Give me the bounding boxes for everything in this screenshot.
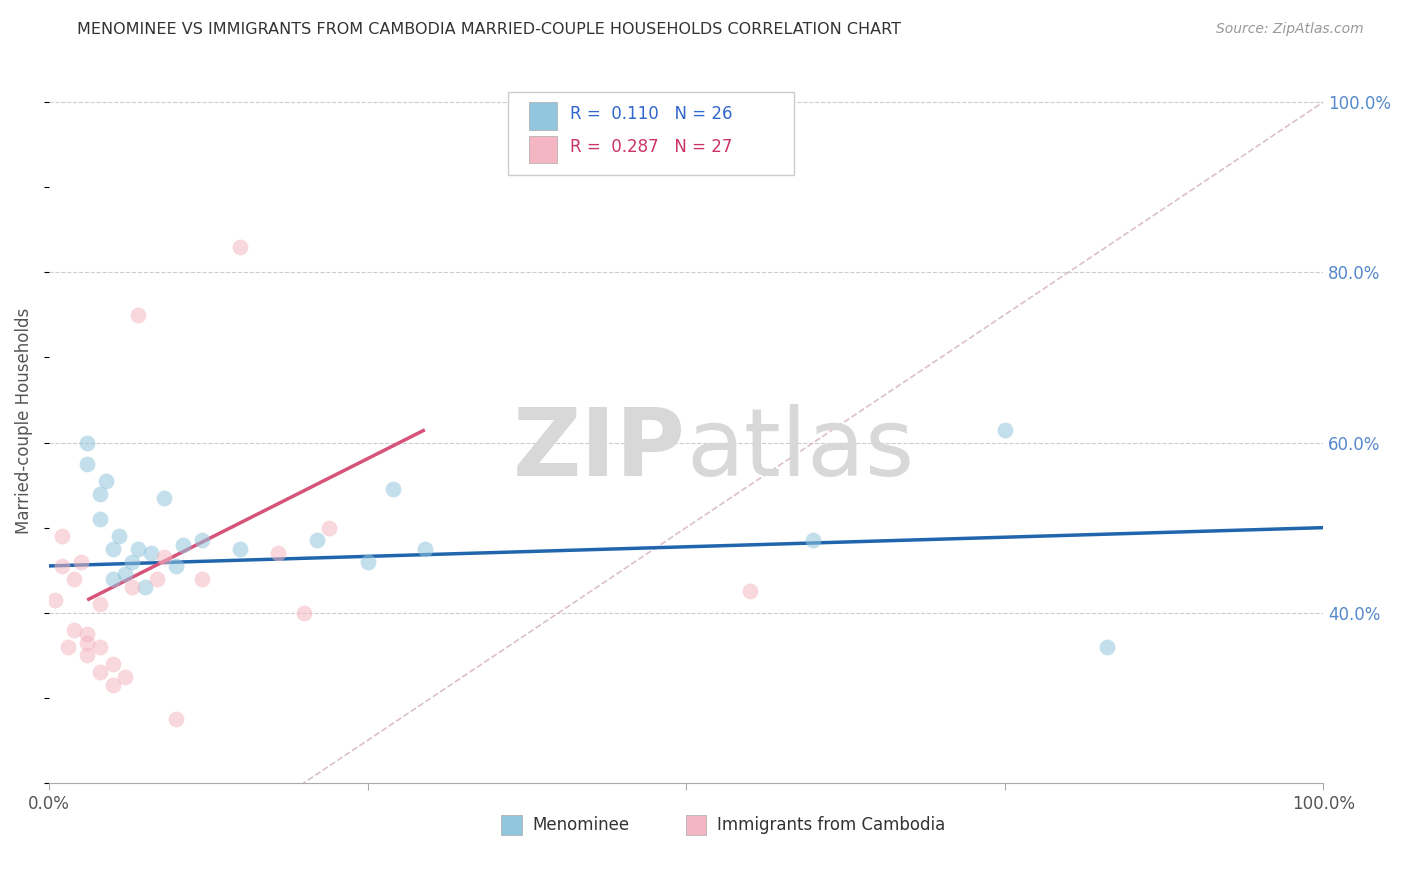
Point — [229, 541, 252, 556]
Point — [101, 572, 124, 586]
Point — [121, 555, 143, 569]
Point — [382, 483, 405, 497]
Point — [121, 580, 143, 594]
Point — [994, 423, 1017, 437]
Point — [76, 635, 98, 649]
Point — [63, 623, 86, 637]
Point — [76, 457, 98, 471]
Y-axis label: Married-couple Households: Married-couple Households — [15, 308, 32, 534]
Point — [356, 555, 378, 569]
Point — [191, 572, 214, 586]
FancyBboxPatch shape — [508, 92, 794, 176]
Point — [127, 541, 149, 556]
Bar — [529, 136, 557, 163]
Point — [89, 597, 111, 611]
Point — [292, 606, 315, 620]
Bar — [502, 814, 522, 835]
Point — [413, 541, 436, 556]
Point — [101, 657, 124, 671]
Point — [165, 712, 187, 726]
Point — [44, 593, 66, 607]
Point — [56, 640, 79, 654]
Point — [63, 865, 86, 880]
Point — [229, 240, 252, 254]
Point — [76, 627, 98, 641]
Text: atlas: atlas — [686, 404, 914, 496]
Point — [101, 541, 124, 556]
Point — [318, 521, 340, 535]
Text: Menominee: Menominee — [531, 816, 628, 834]
Point — [127, 308, 149, 322]
Point — [305, 533, 328, 548]
Bar — [686, 814, 706, 835]
Point — [803, 533, 825, 548]
Point — [146, 572, 169, 586]
Bar — [529, 103, 557, 129]
Text: MENOMINEE VS IMMIGRANTS FROM CAMBODIA MARRIED-COUPLE HOUSEHOLDS CORRELATION CHAR: MENOMINEE VS IMMIGRANTS FROM CAMBODIA MA… — [77, 22, 901, 37]
Point — [267, 546, 290, 560]
Point — [152, 491, 174, 505]
Text: Immigrants from Cambodia: Immigrants from Cambodia — [717, 816, 945, 834]
Point — [101, 678, 124, 692]
Point — [108, 529, 131, 543]
Point — [191, 533, 214, 548]
Point — [51, 558, 73, 573]
Point — [89, 486, 111, 500]
Point — [165, 558, 187, 573]
Point — [89, 665, 111, 680]
Point — [76, 435, 98, 450]
Text: R =  0.110   N = 26: R = 0.110 N = 26 — [569, 105, 733, 123]
Text: R =  0.287   N = 27: R = 0.287 N = 27 — [569, 138, 733, 156]
Point — [114, 567, 136, 582]
Text: Source: ZipAtlas.com: Source: ZipAtlas.com — [1216, 22, 1364, 37]
Point — [69, 555, 91, 569]
Point — [114, 669, 136, 683]
Point — [89, 512, 111, 526]
Point — [139, 546, 162, 560]
Point — [76, 648, 98, 663]
Point — [134, 580, 156, 594]
Point — [1095, 640, 1118, 654]
Point — [738, 584, 761, 599]
Point — [89, 640, 111, 654]
Point — [96, 474, 118, 488]
Point — [63, 572, 86, 586]
Point — [152, 550, 174, 565]
Text: ZIP: ZIP — [513, 404, 686, 496]
Point — [51, 529, 73, 543]
Point — [172, 538, 194, 552]
